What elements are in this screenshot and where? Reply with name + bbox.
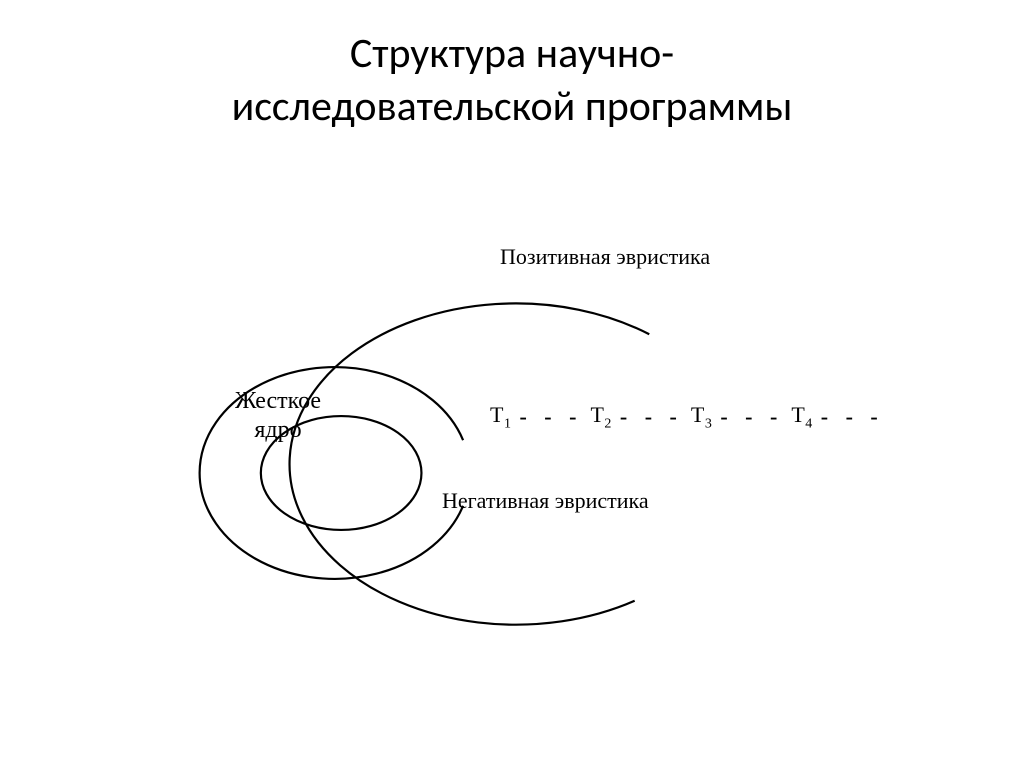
- positive-heuristic-label: Позитивная эвристика: [500, 244, 710, 270]
- title-line-1: Структура научно-: [350, 28, 674, 79]
- theory-t3: T3: [691, 402, 712, 432]
- theory-dots: - - -: [720, 404, 783, 430]
- theory-dots: - - -: [519, 404, 582, 430]
- theory-dots: - - -: [620, 404, 683, 430]
- slide: Структура научно- исследовательской прог…: [0, 0, 1024, 767]
- theory-t2: T2: [590, 402, 611, 432]
- theory-t4: T4: [791, 402, 812, 432]
- outer-arc: [290, 303, 650, 624]
- theory-series: T1 - - - T2 - - - T3 - - - T4 - - -: [490, 402, 892, 432]
- theory-dots: - - -: [821, 404, 884, 430]
- core-label: Жесткое ядро: [198, 387, 358, 445]
- slide-title: Структура научно- исследовательской прог…: [0, 28, 1024, 133]
- core-label-line2: ядро: [254, 417, 301, 443]
- theory-t1: T1: [490, 402, 511, 432]
- core-label-line1: Жесткое: [235, 388, 321, 414]
- negative-heuristic-label: Негативная эвристика: [442, 488, 649, 514]
- title-line-2: исследовательской программы: [232, 81, 793, 132]
